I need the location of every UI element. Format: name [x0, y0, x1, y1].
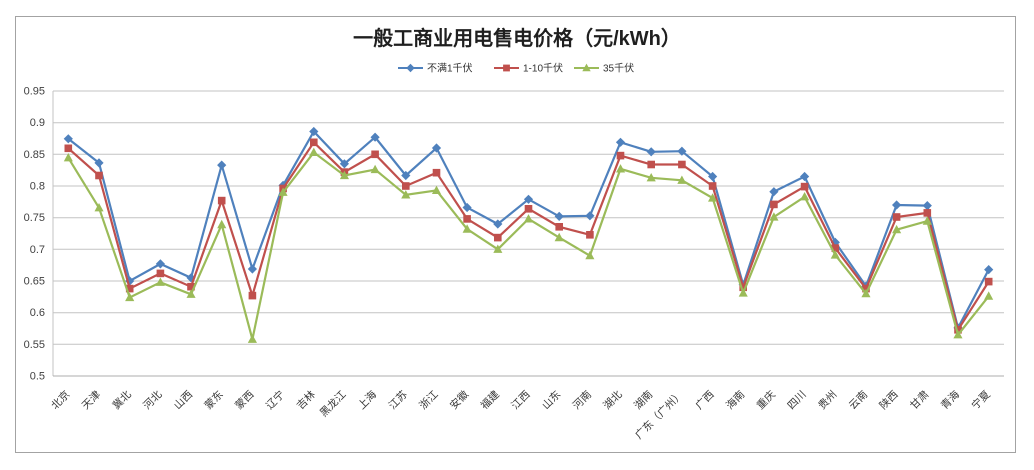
svg-text:一般工商业用电售电价格（元/kWh）: 一般工商业用电售电价格（元/kWh）: [353, 26, 681, 50]
svg-text:0.65: 0.65: [24, 276, 45, 288]
svg-text:0.75: 0.75: [24, 212, 45, 224]
svg-text:0.9: 0.9: [30, 117, 45, 129]
svg-text:0.55: 0.55: [24, 339, 45, 351]
svg-text:35千伏: 35千伏: [603, 62, 634, 75]
svg-text:0.6: 0.6: [30, 307, 45, 319]
svg-text:1-10千伏: 1-10千伏: [523, 62, 563, 75]
svg-text:0.5: 0.5: [30, 371, 45, 383]
svg-text:0.85: 0.85: [24, 149, 45, 161]
svg-text:0.7: 0.7: [30, 244, 45, 256]
svg-text:0.95: 0.95: [24, 86, 45, 98]
svg-text:0.8: 0.8: [30, 181, 45, 193]
svg-text:不满1千伏: 不满1千伏: [427, 62, 473, 75]
